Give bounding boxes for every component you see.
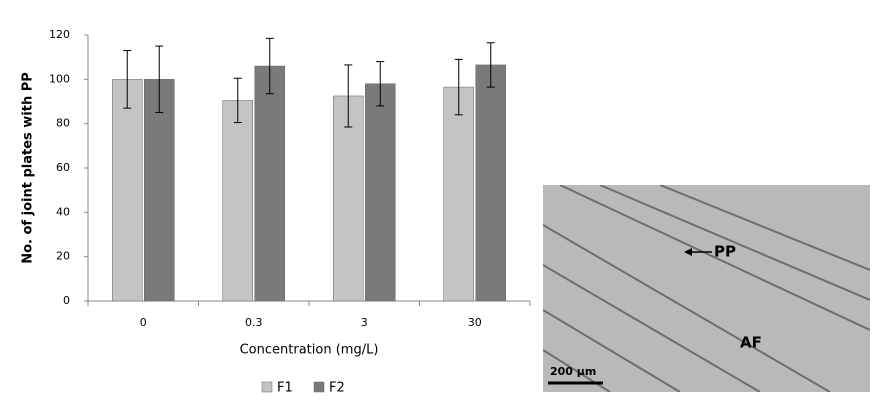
x-tick-label: 3 xyxy=(361,316,368,329)
y-tick-label: 20 xyxy=(56,250,70,263)
micrograph-texture xyxy=(543,185,870,392)
bar xyxy=(365,83,396,302)
arrow-head xyxy=(684,248,692,256)
legend-swatch xyxy=(261,381,273,393)
micrograph-background xyxy=(543,185,870,392)
bar xyxy=(475,64,506,302)
legend-label: F1 xyxy=(277,381,293,396)
y-tick-label: 60 xyxy=(56,161,70,174)
y-tick-label: 80 xyxy=(56,117,70,130)
y-tick-label: 40 xyxy=(56,205,70,218)
x-tick-label: 0 xyxy=(140,316,147,329)
x-axis-label: Concentration (mg/L) xyxy=(240,343,379,358)
micrograph-label: PP xyxy=(714,243,736,261)
micrograph: PP AF 200 µm xyxy=(543,185,870,392)
bar xyxy=(112,79,143,302)
x-tick-label: 30 xyxy=(468,316,482,329)
y-tick-label: 120 xyxy=(49,28,70,41)
micrograph-label: AF xyxy=(740,334,762,352)
bar xyxy=(144,79,175,302)
x-tick-label: 0.3 xyxy=(245,316,263,329)
legend-label: F2 xyxy=(329,381,345,396)
y-tick-label: 100 xyxy=(49,72,70,85)
bar xyxy=(443,86,474,302)
bar xyxy=(222,100,253,302)
y-tick-label: 0 xyxy=(63,294,70,307)
bar xyxy=(333,95,364,302)
bar xyxy=(254,65,285,302)
y-axis-label: No. of joint plates with PP xyxy=(21,72,36,264)
legend-swatch xyxy=(313,381,325,393)
scale-bar-label: 200 µm xyxy=(550,365,596,378)
